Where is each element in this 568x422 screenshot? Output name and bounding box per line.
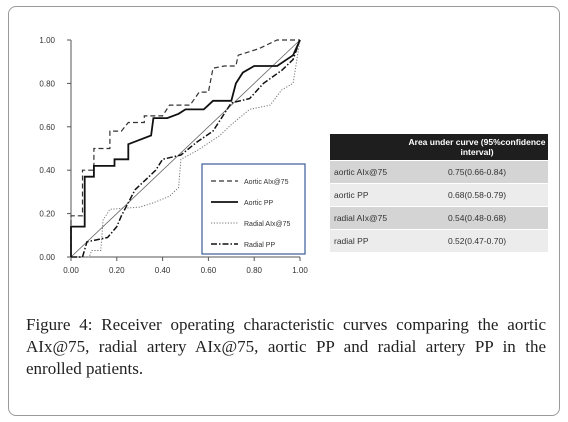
auc-table-corner [330, 134, 406, 161]
auc-table: Area under curve (95%confidence interval… [330, 134, 548, 252]
x-tick-label: 0.80 [246, 266, 262, 275]
auc-row-label: aortic AIx@75 [330, 160, 406, 184]
x-tick-label: 0.20 [109, 266, 125, 275]
y-tick-label: 0.60 [39, 123, 55, 132]
x-tick-label: 0.60 [201, 266, 217, 275]
caption-label: Figure 4: [26, 315, 93, 334]
table-row: radial PP 0.52(0.47-0.70) [330, 229, 548, 252]
chart-curves [70, 39, 301, 258]
auc-row-value: 0.52(0.47-0.70) [406, 229, 548, 252]
auc-table-header: Area under curve (95%confidence interval… [406, 134, 548, 161]
auc-row-label: radial AIx@75 [330, 206, 406, 230]
x-tick-label: 1.00 [292, 266, 308, 275]
series-line-3 [71, 39, 301, 258]
legend-box [201, 163, 306, 255]
series-line-4 [71, 39, 301, 258]
series-line-1 [70, 39, 300, 257]
x-tick-label: 0.40 [155, 266, 171, 275]
auc-row-value: 0.75(0.66-0.84) [406, 160, 548, 184]
roc-chart: 0.00 0.20 0.40 0.60 0.80 1.00 0.00 0.20 0.40 0.60… [39, 36, 308, 275]
y-tick-label: 0.00 [39, 253, 55, 262]
legend-label: Radial AIx@75 [244, 221, 291, 228]
auc-row-value: 0.54(0.48-0.68) [406, 206, 548, 230]
legend-label: Aortic PP [244, 200, 274, 207]
reference-diagonal [70, 39, 301, 258]
table-row: radial AIx@75 0.54(0.48-0.68) [330, 206, 548, 230]
caption-text: Receiver operating characteristic curves… [26, 315, 547, 378]
x-tick-label: 0.00 [63, 266, 79, 275]
y-tick-label: 0.40 [39, 166, 55, 175]
auc-row-label: aortic PP [330, 183, 406, 207]
series-line-2 [70, 39, 301, 257]
auc-row-value: 0.68(0.58-0.79) [406, 183, 548, 207]
auc-table-header-row: Area under curve (95%confidence interval… [330, 134, 548, 161]
legend-label: Radial PP [244, 242, 275, 249]
legend-label: Aortic AIx@75 [244, 179, 289, 186]
y-tick-label: 1.00 [39, 36, 55, 45]
y-tick-label: 0.80 [39, 79, 55, 88]
figure-caption: Figure 4: Receiver operating characteris… [26, 314, 546, 380]
table-row: aortic AIx@75 0.75(0.66-0.84) [330, 160, 548, 184]
table-row: aortic PP 0.68(0.58-0.79) [330, 183, 548, 207]
chart-legend: Aortic AIx@75 Aortic PP Radial AIx@75 Radia… [201, 163, 306, 255]
auc-row-label: radial PP [330, 229, 406, 252]
y-tick-label: 0.20 [39, 210, 55, 219]
